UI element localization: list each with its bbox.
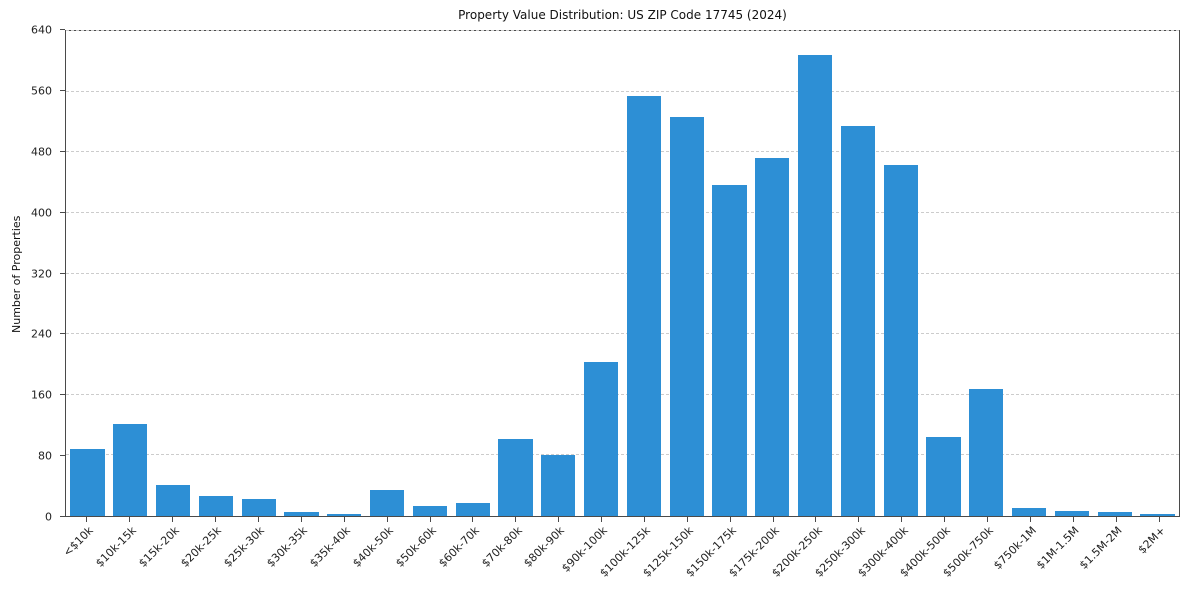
x-tick-mark: [944, 517, 946, 522]
x-tick-mark: [1029, 517, 1031, 522]
bar: [969, 388, 1004, 516]
bar: [541, 455, 576, 516]
x-tick-mark: [215, 517, 217, 522]
x-tick-mark: [601, 517, 603, 522]
y-tick-label: 400: [31, 206, 52, 220]
x-tick-mark: [86, 517, 88, 522]
y-tick-mark: [60, 455, 65, 457]
y-tick-mark: [60, 211, 65, 213]
y-tick-label: 320: [31, 267, 52, 280]
y-tick-label: 160: [31, 388, 52, 402]
gridline: [66, 393, 1179, 395]
x-tick-mark: [643, 517, 645, 522]
x-tick-mark: [129, 517, 131, 522]
x-tick-mark: [1158, 517, 1160, 522]
y-tick-label: 640: [31, 23, 52, 37]
bar: [926, 437, 961, 516]
x-tick-label: $30k-35k: [264, 524, 311, 570]
gridline: [66, 90, 1179, 92]
bar: [798, 55, 833, 516]
bar: [755, 158, 790, 516]
gridline: [66, 333, 1179, 335]
bar: [1012, 508, 1047, 516]
x-tick-label: $60k-70k: [435, 524, 482, 570]
y-tick-mark: [60, 150, 65, 152]
y-tick-mark: [60, 516, 65, 517]
x-tick-label: $50k-60k: [392, 524, 439, 570]
bar: [712, 184, 747, 516]
x-tick-mark: [472, 517, 474, 522]
gridline: [66, 211, 1179, 213]
bar: [241, 498, 276, 516]
bar: [669, 116, 704, 516]
x-tick-mark: [386, 517, 388, 522]
x-tick-mark: [558, 517, 560, 522]
y-tick-label: 560: [31, 84, 52, 98]
x-tick-mark: [858, 517, 860, 522]
bar: [883, 165, 918, 516]
x-tick-label: $10k-15k: [92, 524, 139, 570]
bar: [1097, 512, 1132, 516]
x-tick-mark: [429, 517, 431, 522]
x-tick-mark: [515, 517, 517, 522]
x-tick-label: $20k-25k: [178, 524, 225, 570]
bar: [1140, 513, 1175, 516]
y-tick-mark: [60, 394, 65, 396]
bar: [70, 449, 105, 516]
x-tick-mark: [901, 517, 903, 522]
gridline: [66, 454, 1179, 456]
y-tick-mark: [60, 29, 65, 30]
bar: [369, 490, 405, 516]
x-tick-label: $40k-50k: [350, 524, 396, 570]
x-tick-label: $1.5M-2M: [1077, 524, 1125, 572]
bar: [455, 503, 490, 516]
x-tick-labels: <$10k $10k-15k $15k-20k $20k-25k $25k-30k $30…: [61, 517, 1180, 590]
x-tick-mark: [729, 517, 731, 522]
bar: [327, 514, 362, 516]
x-tick-mark: [987, 517, 989, 522]
y-tick-mark: [60, 333, 65, 335]
bar: [498, 439, 533, 516]
x-tick-label: $25k-30k: [221, 524, 268, 570]
x-tick-mark: [1072, 517, 1074, 522]
x-tick-mark: [257, 517, 259, 522]
x-tick-mark: [172, 517, 174, 522]
x-tick-label: $70k-80k: [478, 524, 525, 570]
bar: [198, 495, 233, 516]
plot-area: [65, 30, 1180, 517]
y-tick-label: 240: [31, 327, 52, 341]
x-tick-mark: [1115, 517, 1117, 522]
x-tick-label: $1M-1.5M: [1034, 524, 1082, 572]
y-tick-label: 0: [45, 510, 52, 524]
bar: [840, 125, 876, 516]
x-tick-label: $750k-1M: [991, 524, 1040, 572]
bar: [626, 96, 661, 516]
y-tick-mark: [60, 89, 65, 91]
bar: [412, 506, 447, 516]
bar: [1054, 510, 1090, 516]
y-tick-label: 480: [31, 145, 52, 159]
x-tick-mark: [772, 517, 774, 522]
gridline: [66, 272, 1179, 274]
bar: [113, 423, 148, 516]
bar: [155, 484, 191, 516]
x-tick-label: <$10k: [60, 524, 96, 560]
x-tick-mark: [300, 517, 302, 522]
gridline: [66, 30, 1179, 31]
y-tick-mark: [60, 272, 65, 274]
x-tick-label: $2M+: [1135, 524, 1168, 557]
gridline: [66, 151, 1179, 153]
y-tick-label: 80: [38, 449, 52, 463]
chart-title: Property Value Distribution: US ZIP Code…: [458, 8, 787, 22]
bar: [284, 512, 319, 516]
x-tick-label: $35k-40k: [307, 524, 353, 570]
bar: [583, 362, 619, 516]
x-tick-mark: [815, 517, 817, 522]
x-tick-mark: [686, 517, 688, 522]
x-tick-mark: [343, 517, 345, 522]
y-tick-labels: 0 80 160 240 320 400 480 560 640: [0, 25, 65, 523]
x-tick-label: $15k-20k: [135, 524, 182, 570]
